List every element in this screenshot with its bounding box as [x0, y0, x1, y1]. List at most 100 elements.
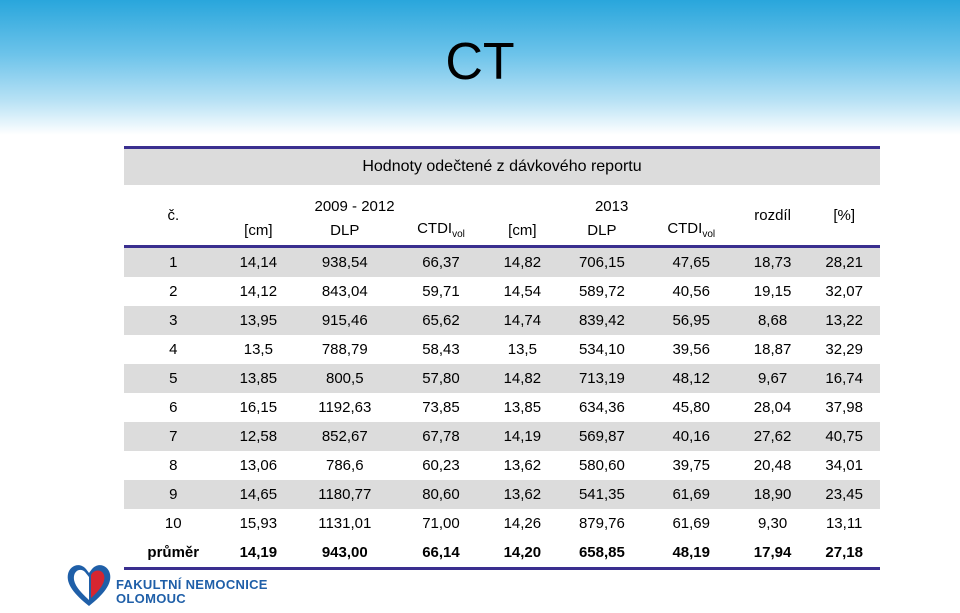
average-label: průměr	[147, 544, 200, 561]
table-cell: 852,67	[294, 422, 396, 451]
table-cell: 6	[169, 399, 178, 416]
table-cell: 40,56	[672, 283, 710, 300]
table-cell: 39,56	[672, 341, 710, 358]
average-cell: 943,00	[321, 544, 368, 561]
table-cell: 18,73	[736, 246, 809, 277]
table-cell: 13,5	[507, 341, 537, 358]
table-cell: 2	[169, 283, 178, 300]
average-cell: 48,19	[672, 544, 710, 561]
table-cell: 18,90	[736, 480, 809, 509]
table-cell: 706,15	[558, 246, 646, 277]
table-cell: 67,78	[395, 422, 487, 451]
table-cell: 73,85	[422, 399, 460, 416]
table-cell: 13,62	[486, 480, 559, 509]
table-cell: 541,35	[558, 480, 646, 509]
table-cell: 61,69	[672, 515, 710, 532]
table-row: 2 14,12 843,04 59,71 14,54 589,72 40,56 19,15 32…	[124, 277, 880, 306]
table-cell: 634,36	[578, 399, 625, 416]
heart-logo-icon	[67, 565, 111, 606]
table-cell: 61,69	[645, 480, 737, 509]
table-cell: 569,87	[558, 422, 646, 451]
dlp-header-2: DLP	[587, 221, 617, 239]
table-cell: 13,95	[222, 306, 295, 335]
table-cell: 28,21	[808, 246, 880, 277]
table-cell: 39,75	[672, 457, 710, 474]
average-row: průměr 14,19 943,00 66,14 14,20 658,85 48,19 17…	[124, 538, 880, 569]
table-cell: 14,82	[486, 364, 559, 393]
cm-header-2: [cm]	[508, 221, 537, 239]
table-cell: 14,65	[222, 480, 295, 509]
dlp-header-1: DLP	[330, 221, 360, 239]
average-cell: 14,19	[239, 544, 278, 561]
table-cell: 14,26	[503, 515, 542, 532]
table-cell: 5	[124, 364, 223, 393]
table-cell: 40,16	[645, 422, 737, 451]
table-cell: 839,42	[558, 306, 646, 335]
table-cell: 60,23	[422, 457, 460, 474]
logo-line-1: FAKULTNÍ NEMOCNICE	[116, 577, 268, 592]
table-cell: 9,30	[757, 515, 788, 532]
table-row: 8 13,06 786,6 60,23 13,62 580,60 39,75 20,48 34,…	[124, 451, 880, 480]
table-cell: 16,15	[239, 399, 278, 416]
table-cell: 788,79	[321, 341, 368, 358]
table-cell: 12,58	[222, 422, 295, 451]
table-cell: 13,06	[239, 457, 278, 474]
table-cell: 800,5	[294, 364, 396, 393]
table-cell: 8	[169, 457, 178, 474]
table-cell: 580,60	[578, 457, 625, 474]
table-row: 1 14,14 938,54 66,37 14,82 706,15 47,65 18,73 28…	[124, 246, 880, 277]
table-cell: 80,60	[395, 480, 487, 509]
period-header-1: 2009 - 2012	[314, 198, 395, 215]
table-cell: 71,00	[422, 515, 460, 532]
table-row: 7 12,58 852,67 67,78 14,19 569,87 40,16 27,62 40…	[124, 422, 880, 451]
table-cell: 13,22	[808, 306, 880, 335]
table-cell: 14,82	[486, 246, 559, 277]
table-caption: Hodnoty odečtené z dávkového reportu	[124, 147, 880, 185]
table-cell: 56,95	[645, 306, 737, 335]
table-cell: 9,67	[736, 364, 809, 393]
table-cell: 14,12	[239, 283, 278, 300]
table-cell: 13,62	[503, 457, 542, 474]
row-number-header: č.	[167, 206, 180, 224]
table-row: 5 13,85 800,5 57,80 14,82 713,19 48,12 9,67 16,7…	[124, 364, 880, 393]
table-cell: 14,54	[503, 283, 542, 300]
table-cell: 32,07	[825, 283, 863, 300]
diff-header: rozdíl	[754, 206, 791, 224]
table-cell: 8,68	[736, 306, 809, 335]
table-cell: 32,29	[825, 341, 863, 358]
table-cell: 786,6	[326, 457, 364, 474]
table-row: 6 16,15 1192,63 73,85 13,85 634,36 45,80 28,04 3…	[124, 393, 880, 422]
average-cell: 14,20	[503, 544, 542, 561]
table-cell: 28,04	[753, 399, 792, 416]
table-cell: 10	[164, 515, 182, 532]
table-cell: 7	[124, 422, 223, 451]
hospital-logo: FAKULTNÍ NEMOCNICE OLOMOUC	[64, 560, 294, 608]
table-cell: 66,37	[395, 246, 487, 277]
table-cell: 14,74	[486, 306, 559, 335]
table-cell: 16,74	[808, 364, 880, 393]
average-cell: 17,94	[753, 544, 792, 561]
table-cell: 1131,01	[318, 515, 372, 532]
table-cell: 534,10	[578, 341, 625, 358]
logo-line-2: OLOMOUC	[116, 591, 186, 606]
table-cell: 48,12	[645, 364, 737, 393]
table-cell: 9	[124, 480, 223, 509]
dose-table: Hodnoty odečtené z dávkového reportu č. …	[124, 146, 880, 570]
table-cell: 13,5	[243, 341, 273, 358]
table-cell: 14,14	[222, 246, 295, 277]
table-cell: 4	[169, 341, 178, 358]
average-cell: 658,85	[578, 544, 625, 561]
table-row: 10 15,93 1131,01 71,00 14,26 879,76 61,69 9,30 1…	[124, 509, 880, 538]
table-cell: 57,80	[395, 364, 487, 393]
table-cell: 18,87	[753, 341, 792, 358]
table-cell: 14,19	[486, 422, 559, 451]
table-cell: 59,71	[422, 283, 460, 300]
table-row: 9 14,65 1180,77 80,60 13,62 541,35 61,69 18,90 2…	[124, 480, 880, 509]
ctdi-header-1: CTDIvol	[417, 220, 465, 240]
table-cell: 23,45	[808, 480, 880, 509]
table-cell: 40,75	[808, 422, 880, 451]
table-cell: 1180,77	[294, 480, 396, 509]
table-row: 3 13,95 915,46 65,62 14,74 839,42 56,95 8,68 13,…	[124, 306, 880, 335]
table-cell: 65,62	[395, 306, 487, 335]
table-row: 4 13,5 788,79 58,43 13,5 534,10 39,56 18,87 32,2…	[124, 335, 880, 364]
